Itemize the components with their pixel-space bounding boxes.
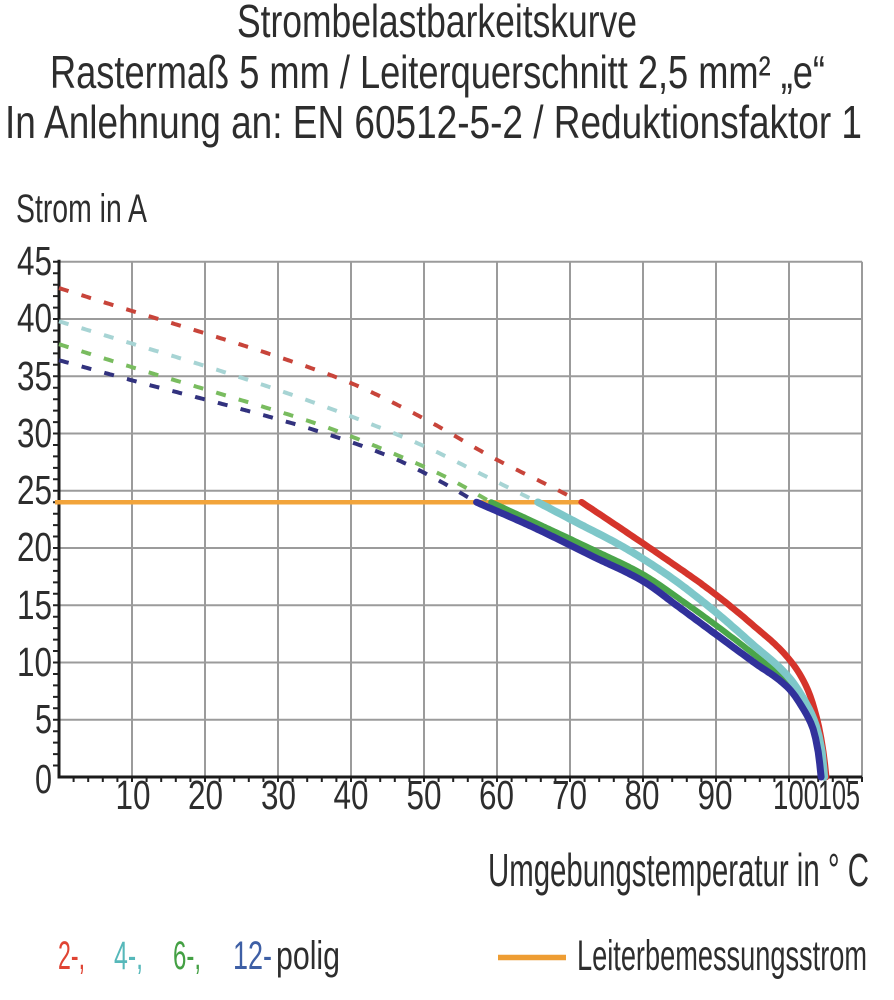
svg-text:Leiterbemessungsstrom: Leiterbemessungsstrom (577, 932, 867, 980)
svg-text:20: 20 (188, 772, 223, 818)
svg-text:35: 35 (17, 353, 52, 399)
svg-text:Umgebungstemperatur in ° C: Umgebungstemperatur in ° C (488, 844, 869, 896)
svg-text:40: 40 (17, 295, 52, 341)
svg-text:polig: polig (276, 934, 340, 978)
svg-text:10: 10 (17, 639, 52, 685)
svg-text:45: 45 (17, 238, 52, 284)
svg-text:40: 40 (334, 772, 369, 818)
svg-text:2-,: 2-, (58, 934, 85, 978)
svg-text:70: 70 (552, 772, 587, 818)
svg-text:Strom in A: Strom in A (16, 187, 147, 231)
svg-text:Strombelastbarkeitskurve: Strombelastbarkeitskurve (237, 0, 637, 47)
svg-text:In Anlehnung an: EN 60512-5-2: In Anlehnung an: EN 60512-5-2 / Reduktio… (5, 96, 862, 148)
svg-text:5: 5 (35, 696, 52, 742)
svg-text:20: 20 (17, 524, 52, 570)
svg-text:0: 0 (35, 756, 52, 802)
svg-text:30: 30 (261, 772, 296, 818)
svg-text:100: 100 (773, 772, 819, 818)
svg-text:4-,: 4-, (114, 934, 143, 978)
svg-text:15: 15 (17, 582, 52, 628)
svg-text:25: 25 (17, 467, 52, 513)
svg-text:90: 90 (698, 772, 733, 818)
svg-text:30: 30 (17, 410, 52, 456)
svg-text:80: 80 (625, 772, 660, 818)
svg-text:12-: 12- (233, 934, 272, 978)
svg-text:Rastermaß 5 mm / Leiterquersch: Rastermaß 5 mm / Leiterquerschnitt 2,5 m… (50, 46, 825, 98)
svg-text:50: 50 (407, 772, 442, 818)
svg-text:10: 10 (116, 772, 151, 818)
svg-text:60: 60 (479, 772, 514, 818)
svg-text:6-,: 6-, (173, 934, 201, 978)
svg-text:105: 105 (818, 772, 860, 818)
